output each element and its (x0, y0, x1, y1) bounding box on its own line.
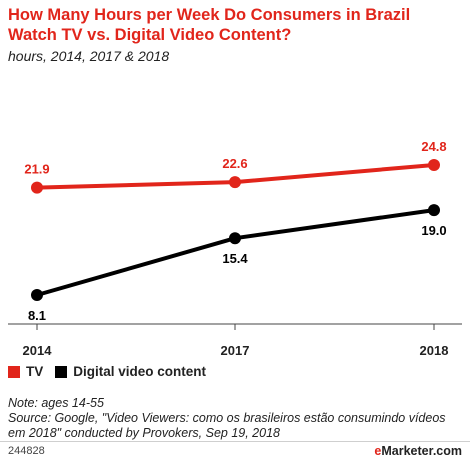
data-label: 8.1 (28, 308, 46, 323)
x-axis-ticks: 2014 2017 2018 (23, 324, 449, 358)
x-tick-label: 2018 (420, 343, 449, 358)
data-point (229, 232, 241, 245)
chart-subtitle: hours, 2014, 2017 & 2018 (8, 48, 170, 64)
data-label: 21.9 (24, 162, 49, 177)
data-label: 19.0 (421, 223, 446, 238)
data-point (428, 159, 440, 171)
x-tick-label: 2014 (23, 343, 53, 358)
x-tick-label: 2017 (221, 343, 250, 358)
legend: TV Digital video content (8, 364, 218, 379)
chart-id: 244828 (8, 445, 45, 457)
chart-title: How Many Hours per Week Do Consumers in … (8, 6, 411, 44)
data-point (229, 176, 241, 189)
footnote: Note: ages 14-55 Source: Google, "Video … (8, 396, 463, 441)
source-text: Source: Google, "Video Viewers: como os … (8, 411, 446, 440)
logo-e: e (374, 444, 382, 458)
legend-swatch-digital-video (55, 365, 68, 378)
line-chart: 2014 2017 2018 21.9 22.6 24.8 8.1 15.4 19.0 (8, 139, 462, 358)
data-label: 22.6 (222, 156, 247, 171)
emarketer-logo: eMarketer.com (374, 444, 462, 458)
data-label: 24.8 (421, 139, 446, 154)
legend-label-tv: TV (26, 364, 44, 379)
footer-divider (0, 441, 470, 442)
data-point (31, 181, 43, 194)
data-point (31, 289, 43, 301)
data-label: 15.4 (222, 251, 248, 266)
note-text: Note: ages 14-55 (8, 396, 104, 410)
legend-item-tv: TV (8, 364, 43, 379)
logo-com: .com (432, 444, 462, 458)
data-point (428, 204, 440, 217)
logo-marketer: Marketer (381, 444, 433, 458)
legend-swatch-tv (8, 365, 20, 378)
legend-item-digital-video: Digital video content (55, 364, 206, 379)
series-layer: 21.9 22.6 24.8 8.1 15.4 19.0 (24, 139, 446, 323)
legend-label-digital-video: Digital video content (73, 364, 207, 379)
